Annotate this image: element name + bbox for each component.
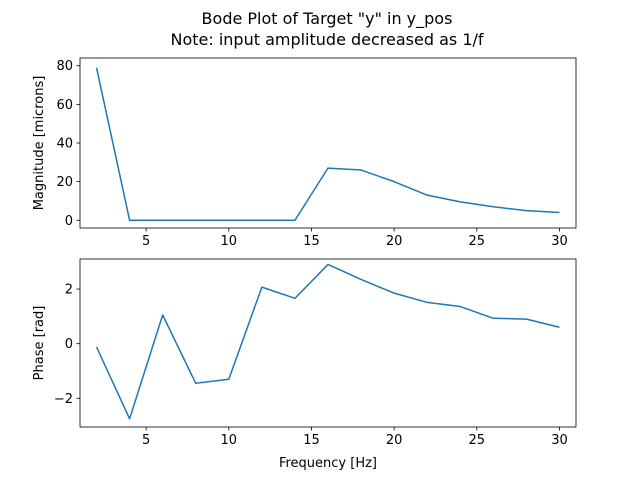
- magnitude-y-axis-label: Magnitude [microns]: [32, 76, 47, 211]
- phase-y-tick-label: 2: [65, 283, 73, 298]
- magnitude-y-tick-label: 0: [65, 214, 73, 229]
- phase-x-tick-label: 25: [469, 433, 486, 448]
- phase-y-tick-label: 0: [65, 337, 73, 352]
- phase-x-tick-label: 15: [303, 433, 320, 448]
- magnitude-y-tick-label: 60: [56, 98, 73, 113]
- phase-y-tick-label: −2: [54, 392, 73, 407]
- phase-x-tick-label: 5: [142, 433, 150, 448]
- magnitude-y-tick-label: 80: [56, 59, 73, 74]
- phase-x-axis-label: Frequency [Hz]: [279, 456, 377, 471]
- chart-title-line-2: Note: input amplitude decreased as 1/f: [170, 30, 483, 49]
- magnitude-x-tick-label: 15: [303, 234, 320, 249]
- magnitude-x-tick-label: 20: [386, 234, 403, 249]
- magnitude-y-tick-label: 40: [56, 137, 73, 152]
- magnitude-x-tick-label: 25: [469, 234, 486, 249]
- phase-x-tick-label: 20: [386, 433, 403, 448]
- magnitude-x-tick-label: 30: [551, 234, 568, 249]
- magnitude-x-tick-label: 10: [221, 234, 238, 249]
- phase-x-tick-label: 30: [551, 433, 568, 448]
- phase-x-tick-label: 10: [221, 433, 238, 448]
- phase-y-axis-label: Phase [rad]: [32, 306, 47, 381]
- magnitude-x-tick-label: 5: [142, 234, 150, 249]
- magnitude-y-tick-label: 20: [56, 175, 73, 190]
- chart-title-line-1: Bode Plot of Target "y" in y_pos: [202, 9, 453, 29]
